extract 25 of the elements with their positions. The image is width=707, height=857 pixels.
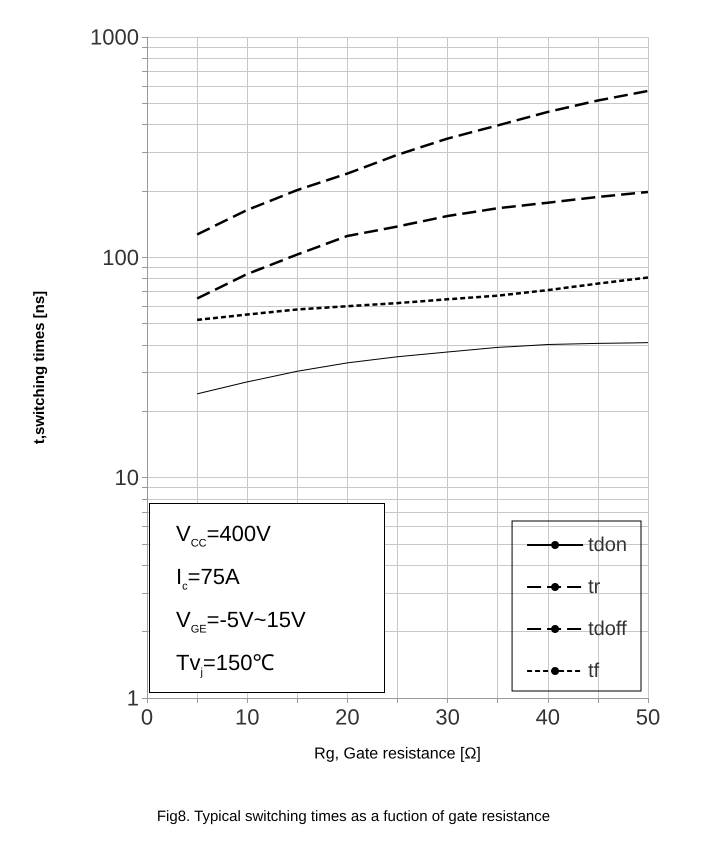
x-axis-title: Rg, Gate resistance [Ω] <box>314 746 481 762</box>
caption: Fig8. Typical switching times as a fuction of gate resistance <box>156 808 552 825</box>
legend-label: tf <box>588 660 600 682</box>
y-tick-label: 10 <box>114 465 139 490</box>
y-tick-label: 1 <box>126 686 139 710</box>
line-series <box>196 342 648 394</box>
x-tick-label: 0 <box>140 704 154 730</box>
legend-label: tr <box>588 576 601 598</box>
annotation: V$_{GE}$=-5V~15V <box>176 606 307 638</box>
x-tick-label: 30 <box>435 704 460 730</box>
x-tick-label: 10 <box>234 704 260 730</box>
x-tick-label: 40 <box>536 704 560 730</box>
line-series <box>196 90 650 236</box>
line-series <box>196 190 650 300</box>
y-tick-label: 1000 <box>90 24 139 50</box>
annotation: Tv$_{j}$=150℃ <box>176 649 276 680</box>
annotation: V$_{CC}$=400V <box>176 520 272 552</box>
annotation: I$_{c}$=75A <box>176 563 241 594</box>
y-tick-label: 100 <box>102 244 139 270</box>
legend-label: tdoff <box>588 618 628 640</box>
legend-label: tdon <box>588 534 628 556</box>
line-series <box>196 276 650 322</box>
x-tick-label: 20 <box>335 704 360 730</box>
y-axis-title: t,switching times [ns] <box>31 290 48 444</box>
x-tick-label: 50 <box>636 704 660 730</box>
